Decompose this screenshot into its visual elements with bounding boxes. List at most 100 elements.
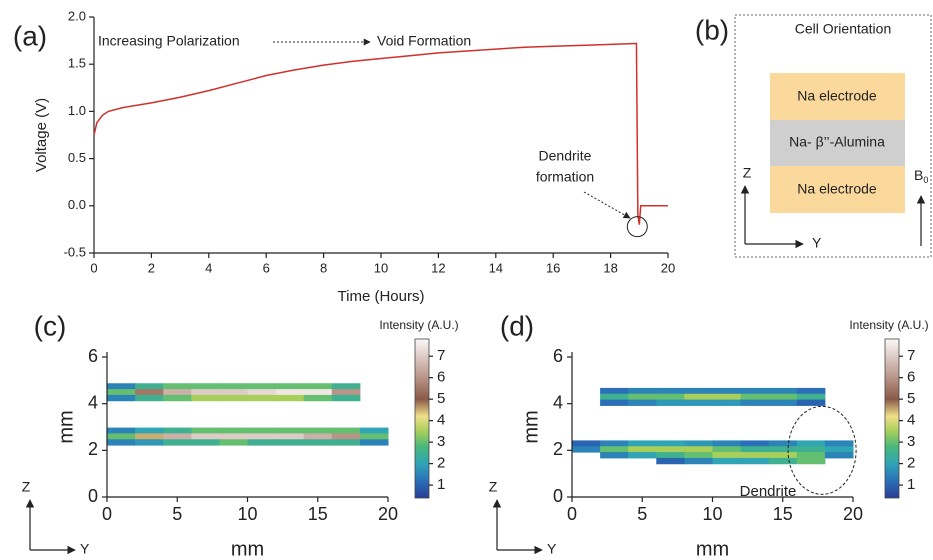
colorbar-tick-label: 6 [907, 369, 915, 386]
heatmap-cell [628, 452, 657, 459]
y-tick-label: 1.5 [68, 56, 86, 71]
heatmap-cell [303, 394, 333, 402]
heatmap-cell [824, 452, 854, 459]
y-axis-label: Voltage (V) [33, 98, 50, 172]
colorbar-tick-label: 2 [437, 455, 445, 472]
y-tick-label: 0.0 [68, 197, 86, 212]
x-tick-label: 6 [263, 260, 270, 275]
x-axis-label: Time (Hours) [338, 288, 425, 305]
heatmap-cell [303, 389, 333, 396]
heatmap-cell [796, 393, 826, 401]
heatmap-cell [684, 452, 713, 459]
heatmap-cell [740, 457, 770, 465]
heatmap-cell [768, 440, 798, 447]
axis-name: Y [80, 541, 90, 557]
heatmap-cell [331, 439, 361, 446]
heatmap-cell [712, 452, 742, 459]
x-axis-label: mm [231, 538, 264, 560]
heatmap-cell [600, 393, 629, 401]
colorbar-tick-label: 7 [907, 347, 915, 364]
heatmap-cell [740, 440, 770, 447]
heatmap-cell [628, 446, 657, 453]
heatmap-cell [275, 427, 305, 434]
heatmap-cell [600, 399, 629, 406]
panel-label: (b) [695, 14, 729, 45]
x-tick-label: 5 [637, 504, 647, 524]
heatmap-cell [247, 427, 277, 434]
annotation: Void Formation [377, 33, 471, 49]
x-tick-label: 0 [90, 260, 97, 275]
heatmap-cell [163, 383, 192, 390]
colorbar-tick-label: 4 [437, 412, 445, 429]
heatmap-cell [740, 446, 770, 453]
heatmap-cell [247, 389, 277, 396]
heatmap-cell [247, 433, 277, 440]
y-tick-label: -0.5 [64, 244, 86, 259]
colorbar-tick-label: 3 [437, 433, 445, 450]
layer-label: Na electrode [797, 181, 877, 197]
colorbar-title: Intensity (A.U.) [849, 318, 928, 332]
axis-name: Y [812, 235, 822, 251]
heatmap-cell [135, 427, 164, 434]
heatmap-cell [656, 387, 685, 395]
heatmap-cell [135, 433, 164, 440]
heatmap-cell [768, 393, 798, 401]
diagram-frame [734, 14, 932, 258]
heatmap-cell [684, 440, 713, 447]
heatmap-cell [107, 433, 136, 440]
heatmap-cell [656, 457, 685, 465]
heatmap-cell [275, 433, 305, 440]
heatmap-cell [740, 452, 770, 459]
heatmap-cell [191, 439, 220, 446]
panel-label: (a) [13, 20, 47, 51]
y-tick-label: 4 [553, 392, 563, 412]
colorbar-tick-label: 4 [907, 412, 915, 429]
heatmap-cell [796, 387, 826, 395]
heatmap-cell [628, 393, 657, 401]
x-tick-label: 10 [374, 260, 388, 275]
heatmap-cell [191, 383, 220, 390]
heatmap-cell [331, 427, 361, 434]
y-tick-label: 2 [553, 439, 563, 459]
x-tick-label: 18 [603, 260, 617, 275]
heatmap-cell [712, 393, 742, 401]
axis-name: Z [22, 479, 31, 495]
heatmap-cell [303, 383, 333, 390]
highlight-ellipse [787, 405, 857, 495]
heatmap-cell [712, 387, 742, 395]
heatmap-cell [600, 452, 629, 459]
y-tick-label: 1.0 [68, 103, 86, 118]
x-tick-label: 15 [308, 504, 328, 524]
heatmap-cell [712, 399, 742, 406]
colorbar-tick-label: 7 [437, 347, 445, 364]
axis-name: Z [743, 165, 752, 181]
heatmap-cell [163, 427, 192, 434]
y-tick-label: 6 [88, 346, 98, 366]
heatmap-cell [824, 440, 854, 447]
heatmap-cell [135, 389, 164, 396]
panel-b: (b) Cell Orientation Na electrode Na- β’… [695, 14, 932, 258]
colorbar-title: Intensity (A.U.) [379, 318, 458, 332]
heatmap-cell [796, 399, 826, 406]
heatmap-cell [219, 389, 248, 396]
annotation: Increasing Polarization [98, 33, 240, 49]
heatmap-cell [600, 387, 629, 395]
heatmap-cell [740, 387, 770, 395]
heatmap-cell [600, 446, 629, 453]
heatmap-cell [275, 383, 305, 390]
axis-name: Z [489, 479, 498, 495]
y-tick-label: 4 [88, 392, 98, 412]
heatmap-cell [656, 452, 685, 459]
heatmap-cell [684, 457, 713, 465]
heatmap-cell [331, 433, 361, 440]
heatmap-cell [740, 393, 770, 401]
heatmap-cell [572, 440, 601, 447]
heatmap-cell [135, 394, 164, 402]
heatmap-cell [684, 393, 713, 401]
annotation: Dendrite [539, 148, 592, 164]
y-axis-label: mm [520, 410, 542, 443]
heatmap-cell [768, 387, 798, 395]
heatmap-cell [656, 446, 685, 453]
heatmap-cell [656, 393, 685, 401]
heatmap-cell [191, 394, 220, 402]
